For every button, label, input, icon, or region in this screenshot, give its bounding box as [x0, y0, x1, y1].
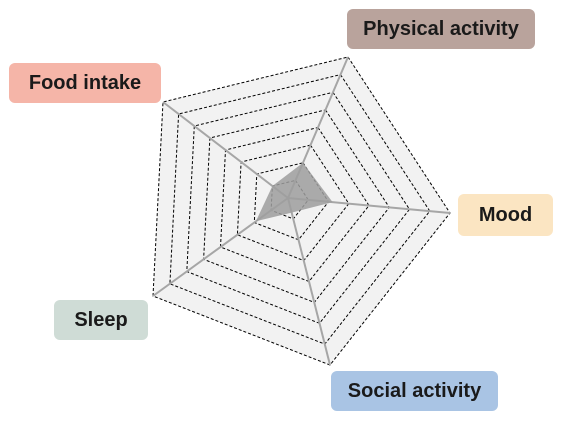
radar-grid-ring	[152, 56, 451, 366]
axis-label-food-intake: Food intake	[9, 63, 161, 103]
axis-label-mood: Mood	[458, 194, 553, 236]
radar-axis-social	[287, 197, 331, 366]
axis-label-social-activity: Social activity	[331, 371, 498, 411]
axis-label-sleep: Sleep	[54, 300, 148, 340]
radar-grid-ring	[219, 126, 370, 283]
radar-axis-food	[162, 101, 289, 199]
radar-grid-ring	[203, 109, 390, 304]
axis-label-physical-activity: Physical activity	[347, 9, 535, 49]
radar-grid-background	[153, 57, 450, 365]
radar-grid-ring	[186, 91, 411, 324]
radar-series-area	[255, 162, 333, 222]
radar-grid-ring	[169, 74, 431, 345]
